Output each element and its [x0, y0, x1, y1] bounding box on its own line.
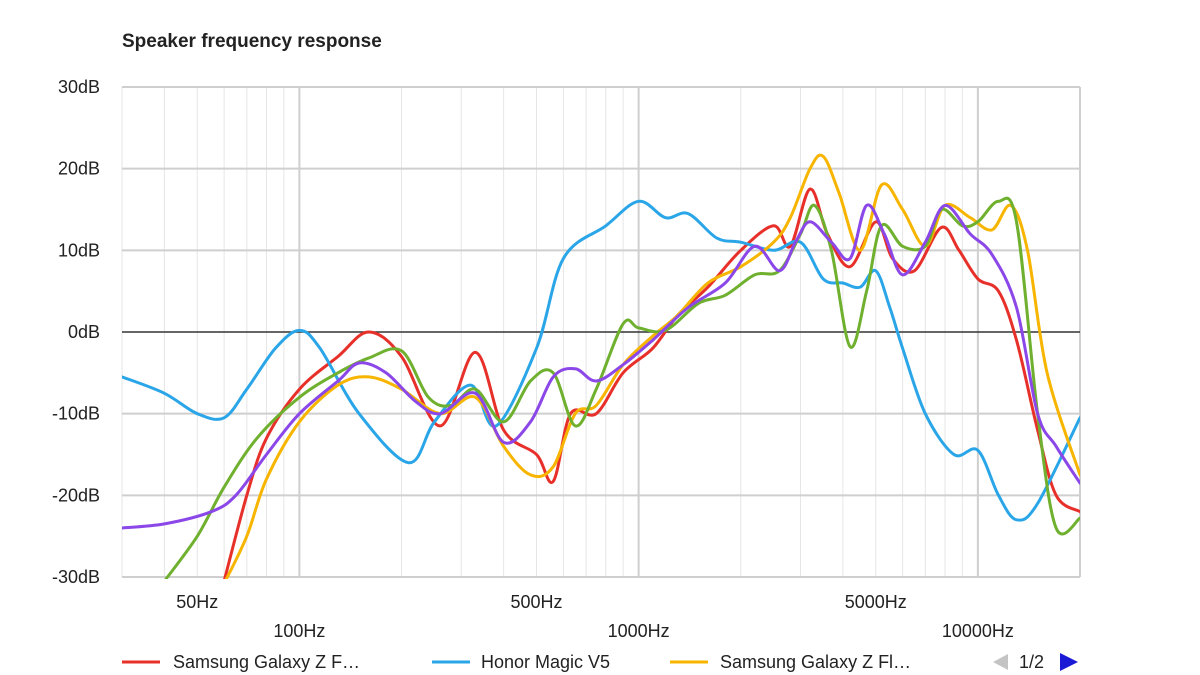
x-tick-label: 1000Hz	[608, 621, 670, 641]
y-tick-label: 20dB	[58, 159, 100, 179]
x-tick-label: 100Hz	[273, 621, 325, 641]
y-tick-label: -10dB	[52, 404, 100, 424]
x-axis-tick-labels: 50Hz 500Hz 5000Hz 100Hz 1000Hz 10000Hz	[176, 592, 1014, 641]
y-tick-label: 0dB	[68, 322, 100, 342]
series-line-2	[122, 199, 1080, 522]
legend-page-indicator: 1/2	[1019, 652, 1044, 672]
y-tick-label: -20dB	[52, 485, 100, 505]
chart-title: Speaker frequency response	[122, 31, 382, 52]
y-tick-label: 30dB	[58, 77, 100, 97]
legend-prev-page-icon[interactable]	[993, 654, 1008, 670]
series-line-1	[223, 187, 1080, 579]
legend-label-2: Honor Magic V5	[481, 652, 610, 672]
legend-item-1[interactable]: Samsung Galaxy Z F…	[122, 652, 360, 672]
x-tick-label: 5000Hz	[845, 592, 907, 612]
series-lines	[122, 153, 1080, 579]
legend-item-3[interactable]: Samsung Galaxy Z Fl…	[670, 652, 911, 672]
y-axis-tick-labels: 30dB 20dB 10dB 0dB -10dB -20dB -30dB	[52, 77, 100, 587]
y-tick-label: -30dB	[52, 567, 100, 587]
y-tick-label: 10dB	[58, 240, 100, 260]
series-line-3	[224, 153, 1080, 579]
legend-label-3: Samsung Galaxy Z Fl…	[720, 652, 911, 672]
x-tick-label: 50Hz	[176, 592, 218, 612]
legend-item-2[interactable]: Honor Magic V5	[432, 652, 610, 672]
legend-label-1: Samsung Galaxy Z F…	[173, 652, 360, 672]
legend: Samsung Galaxy Z F… Honor Magic V5 Samsu…	[122, 652, 1078, 672]
x-tick-label: 500Hz	[510, 592, 562, 612]
series-line-4	[164, 196, 1080, 579]
x-tick-label: 10000Hz	[942, 621, 1014, 641]
series-line-5	[122, 203, 1080, 530]
legend-next-page-icon[interactable]	[1060, 653, 1078, 671]
